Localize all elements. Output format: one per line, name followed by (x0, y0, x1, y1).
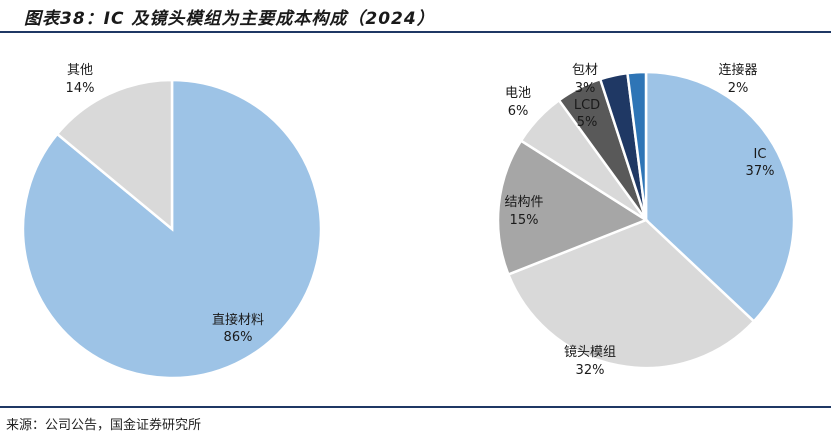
value-ic: 37% (746, 164, 775, 179)
value-other: 14% (66, 81, 95, 96)
label-structural-parts: 结构件 (504, 195, 543, 210)
figure-title: 图表38：IC 及镜头模组为主要成本构成（2024） (24, 9, 435, 29)
label-connector: 连接器 (718, 62, 757, 78)
slice-direct-materials (21, 78, 323, 380)
slice-lens-module (506, 218, 756, 370)
slice-connector (626, 70, 648, 221)
value-connector: 2% (728, 81, 749, 96)
pie-direct-materials: 直接材料 86% 其他 14% (21, 63, 323, 380)
slice-structural-parts (496, 138, 649, 277)
pie-component-breakdown: IC 37% 镜头模组 32% 结构件 15% 电池 6% LCD 5% 包材 … (496, 62, 796, 378)
label-packaging: 包材 (572, 63, 598, 78)
label-lens-module: 镜头模组 (564, 345, 616, 360)
slice-other (55, 78, 174, 232)
bottom-rule (0, 406, 831, 408)
label-ic: IC (754, 147, 767, 162)
source-note: 来源：公司公告，国金证券研究所 (6, 418, 202, 433)
label-lcd: LCD (574, 98, 600, 113)
label-other: 其他 (67, 63, 93, 78)
value-packaging: 3% (575, 81, 596, 96)
value-structural-parts: 15% (510, 213, 539, 228)
value-lens-module: 32% (576, 363, 605, 378)
top-rule (0, 31, 831, 33)
value-battery: 6% (508, 104, 529, 119)
slice-ic (644, 70, 796, 324)
label-battery: 电池 (505, 86, 531, 101)
value-direct-materials: 86% (224, 330, 253, 345)
label-direct-materials: 直接材料 (212, 312, 264, 328)
value-lcd: 5% (577, 115, 598, 130)
